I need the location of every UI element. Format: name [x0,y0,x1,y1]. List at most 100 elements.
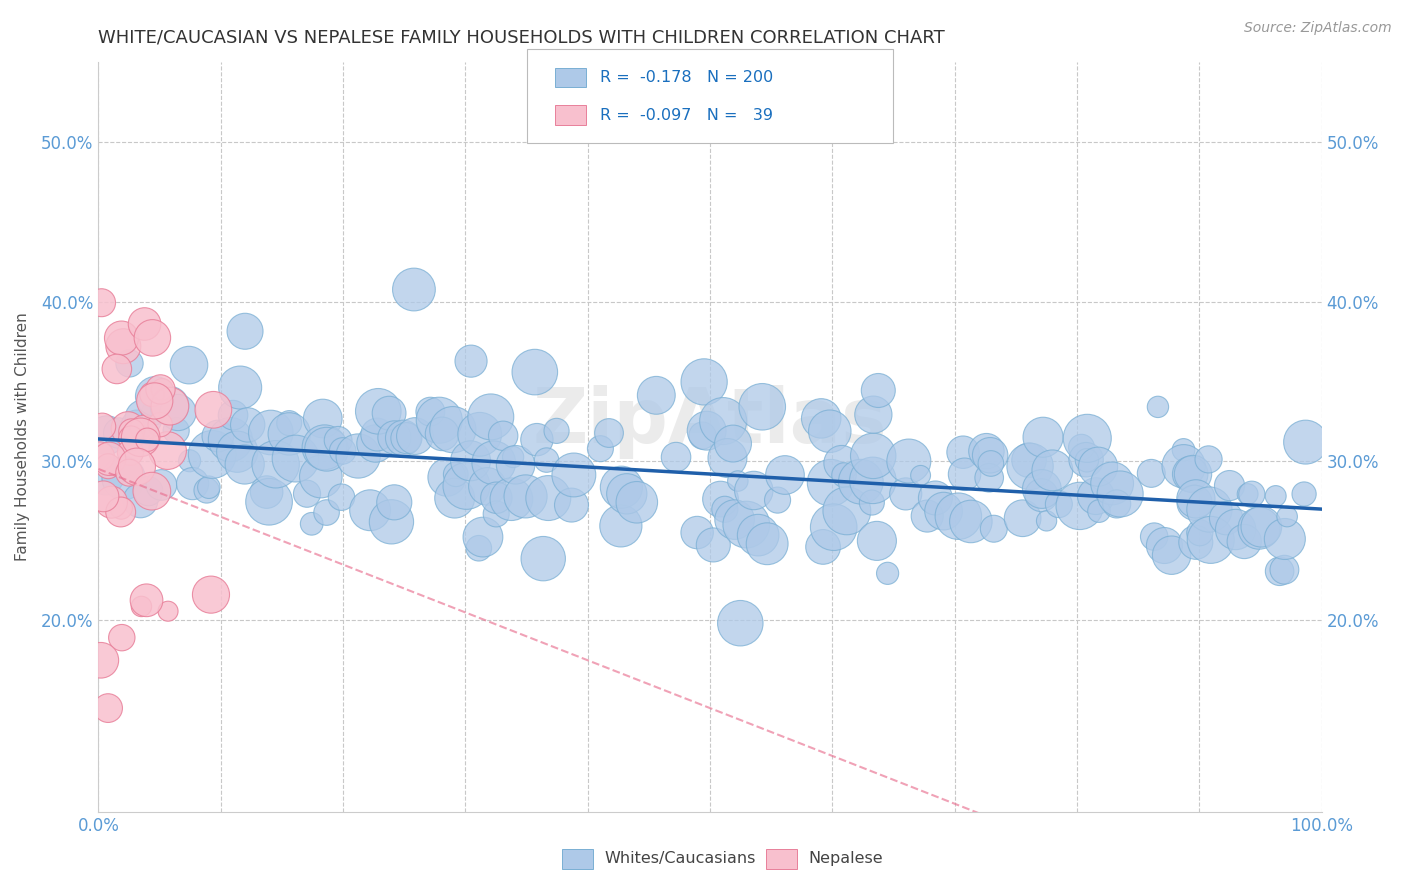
Point [143,393,166,408]
Point [953,467,976,482]
Point [1274,532,1296,546]
Point [1143,530,1166,544]
Text: WHITE/CAUCASIAN VS NEPALESE FAMILY HOUSEHOLDS WITH CHILDREN CORRELATION CHART: WHITE/CAUCASIAN VS NEPALESE FAMILY HOUSE… [98,29,945,47]
Point [1250,519,1272,533]
Point [136,433,159,447]
Point [616,487,638,501]
Point [468,427,491,442]
Point [332,444,354,458]
Point [526,433,548,447]
Point [477,479,499,493]
Point [948,509,970,524]
Point [395,431,418,445]
Point [818,424,841,438]
Point [1160,548,1182,562]
Point [233,324,256,338]
Point [404,429,426,443]
Point [1031,482,1053,496]
Point [427,413,450,427]
Point [328,434,350,448]
Point [312,411,335,425]
Point [90,653,112,667]
Point [1264,489,1286,503]
Point [492,429,515,443]
Point [233,458,256,472]
Point [159,399,181,413]
Point [378,406,401,420]
Point [1199,533,1222,547]
Point [868,384,890,398]
Point [460,454,482,468]
Point [1040,463,1063,477]
Point [436,470,458,484]
Text: Nepalese: Nepalese [808,852,883,866]
Point [721,436,744,450]
Point [112,471,135,485]
Point [693,375,716,389]
Point [924,491,946,505]
Point [546,424,568,438]
Point [132,421,155,435]
Point [1218,478,1240,492]
Point [219,433,242,447]
Point [330,490,353,504]
Point [468,541,491,556]
Point [90,295,112,310]
Point [384,430,406,444]
Point [1188,525,1211,540]
Point [202,402,225,417]
Point [315,442,337,457]
Point [832,468,855,483]
Point [444,467,467,482]
Point [135,593,157,607]
Point [1185,491,1208,506]
Point [402,283,425,297]
Point [702,538,724,552]
Point [1047,497,1070,511]
Point [460,354,482,368]
Point [610,480,633,494]
Point [897,454,920,468]
Point [149,383,172,397]
Point [1070,440,1092,454]
Point [910,468,932,483]
Point [120,445,142,459]
Text: Whites/Caucasians: Whites/Caucasians [605,852,756,866]
Point [236,417,259,432]
Point [141,484,163,499]
Y-axis label: Family Households with Children: Family Households with Children [15,313,30,561]
Point [143,389,166,403]
Point [1032,430,1054,444]
Point [1084,489,1107,503]
Point [862,449,884,463]
Point [150,383,173,397]
Point [309,469,332,483]
Point [149,417,172,432]
Point [714,502,737,516]
Point [723,513,745,527]
Point [226,444,249,458]
Point [560,498,582,512]
Point [284,451,307,466]
Point [1215,511,1237,525]
Point [157,604,180,618]
Point [515,490,537,504]
Point [141,387,163,401]
Point [112,339,135,353]
Point [502,450,524,464]
Point [932,504,955,518]
Point [1268,564,1291,578]
Point [1184,496,1206,510]
Point [1076,431,1098,445]
Point [125,418,148,433]
Point [811,540,834,554]
Point [165,424,187,438]
Point [1275,509,1298,524]
Point [91,419,114,434]
Point [1076,453,1098,467]
Point [1225,523,1247,537]
Point [366,427,388,442]
Point [1031,488,1053,502]
Point [156,443,179,458]
Point [177,358,200,372]
